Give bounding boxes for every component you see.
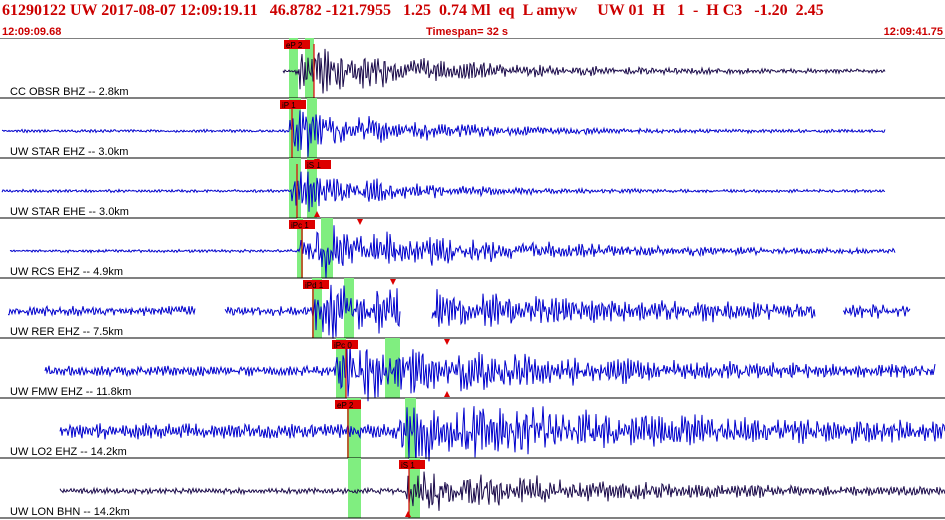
phase-window <box>336 338 346 398</box>
station-label: UW FMW EHZ -- 11.8km <box>10 386 131 398</box>
header-bar: 61290122 UW 2017-08-07 12:09:19.11 46.87… <box>0 0 945 38</box>
station-label: UW RER EHZ -- 7.5km <box>10 326 123 338</box>
phase-window <box>348 458 361 518</box>
pick-label-box[interactable] <box>284 40 310 49</box>
pick-label[interactable]: iP 1 <box>282 101 296 110</box>
pick-arrow-marker <box>314 211 320 217</box>
pick-label[interactable]: eP 2 <box>286 41 303 50</box>
seismogram-panel[interactable]: eP 2 CC OBSR BHZ -- 2.8km iP 1 UW STAR EHZ … <box>0 38 945 520</box>
station-label: UW LO2 EHZ -- 14.2km <box>10 446 127 458</box>
waveform-trace[interactable] <box>7 284 911 339</box>
start-time: 12:09:09.68 <box>2 26 62 38</box>
pick-label[interactable]: iPc 0 <box>334 341 352 350</box>
pick-arrow-marker <box>444 339 450 345</box>
waveform-trace[interactable] <box>1 171 886 212</box>
station-label: UW STAR EHZ -- 3.0km <box>10 146 128 158</box>
pick-arrow-marker <box>405 511 411 517</box>
station-label: CC OBSR BHZ -- 2.8km <box>10 86 129 98</box>
pick-label-box[interactable] <box>332 340 358 349</box>
phase-window <box>307 158 317 218</box>
station-label: UW LON BHN -- 14.2km <box>10 506 130 518</box>
pick-label-box[interactable] <box>335 400 361 409</box>
pick-label[interactable]: eP 2 <box>337 401 354 410</box>
waveform-trace[interactable] <box>59 471 945 511</box>
waveform-trace[interactable] <box>9 225 896 278</box>
pick-label[interactable]: iS 1 <box>401 461 415 470</box>
phase-window <box>409 458 420 518</box>
pick-label-box[interactable] <box>303 280 329 289</box>
pick-arrow-marker <box>314 159 320 165</box>
pick-arrow-marker <box>390 279 396 285</box>
station-label: UW RCS EHZ -- 4.9km <box>10 266 123 278</box>
pick-label[interactable]: iS 1 <box>307 161 321 170</box>
waveform-trace[interactable] <box>59 406 945 465</box>
pick-label-box[interactable] <box>305 160 331 169</box>
phase-window <box>305 38 314 98</box>
phase-window <box>321 218 333 278</box>
pick-arrow-marker <box>357 219 363 225</box>
end-time: 12:09:41.75 <box>883 26 943 38</box>
waveform-trace[interactable] <box>1 110 886 157</box>
pick-label[interactable]: iPc 1 <box>291 221 309 230</box>
phase-window <box>385 338 400 398</box>
pick-label[interactable]: iPd 1 <box>305 281 324 290</box>
waveform-trace[interactable] <box>44 342 936 402</box>
waveform-trace[interactable] <box>282 48 886 94</box>
timespan-label: Timespan= 32 s <box>426 26 509 38</box>
pick-label-box[interactable] <box>280 100 306 109</box>
pick-arrow-marker <box>444 391 450 397</box>
pick-label-box[interactable] <box>289 220 315 229</box>
station-label: UW STAR EHE -- 3.0km <box>10 206 129 218</box>
event-title: 61290122 UW 2017-08-07 12:09:19.11 46.87… <box>2 2 824 19</box>
pick-label-box[interactable] <box>399 460 425 469</box>
phase-window <box>289 38 298 98</box>
